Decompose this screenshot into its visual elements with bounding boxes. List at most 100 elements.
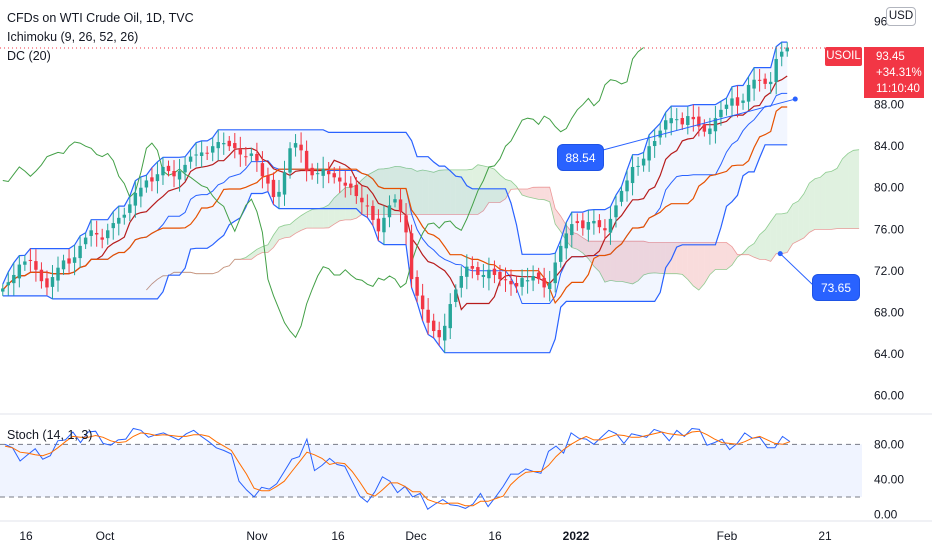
candle-body <box>393 199 397 203</box>
cloud-segment <box>759 229 766 260</box>
candle-body <box>492 268 497 275</box>
price-tick-label: 88.00 <box>874 98 904 112</box>
candle-body <box>376 218 381 232</box>
candle-body <box>663 120 668 130</box>
lagging-span <box>2 47 644 339</box>
currency-button[interactable]: USD <box>886 7 916 26</box>
cloud-segment <box>599 241 605 283</box>
cloud-segment <box>306 209 313 229</box>
candle-body <box>570 224 574 236</box>
candle-body <box>304 150 309 172</box>
cloud-segment <box>301 212 307 231</box>
cloud-segment <box>367 172 373 215</box>
candle-body <box>780 51 784 57</box>
candle-body <box>338 177 342 182</box>
candle-body <box>277 191 281 197</box>
candle-body <box>619 190 624 202</box>
candle-body <box>675 119 679 121</box>
price-callout-lower[interactable]: 73.65 <box>812 274 860 301</box>
candle-body <box>420 295 425 310</box>
cloud-segment <box>853 149 860 229</box>
stoch-tick-label: 0.00 <box>874 507 898 521</box>
candle-body <box>713 118 718 132</box>
candle-body <box>288 148 292 173</box>
candlestick-series <box>1 42 789 353</box>
cloud-segment <box>428 170 434 215</box>
cloud-segment <box>809 178 815 233</box>
candle-body <box>166 165 171 172</box>
candle-body <box>498 271 502 280</box>
candle-body <box>686 116 690 125</box>
candle-body <box>652 141 657 147</box>
candle-body <box>343 182 347 186</box>
candle-body <box>476 267 480 275</box>
cloud-segment <box>825 171 832 230</box>
candle-body <box>238 149 243 155</box>
candle-body <box>487 269 491 279</box>
candle-body <box>724 104 729 109</box>
ichimoku-lines <box>2 47 788 339</box>
cloud-segment <box>582 237 589 259</box>
donchian-upper <box>2 41 788 285</box>
candle-body <box>122 214 127 218</box>
cloud-segment <box>251 249 257 260</box>
price-callout-upper[interactable]: 88.54 <box>557 144 604 171</box>
candle-body <box>382 217 386 233</box>
candle-body <box>658 130 662 138</box>
leading-span-a <box>146 149 860 291</box>
time-tick-label: Oct <box>96 529 115 543</box>
candle-body <box>172 170 176 177</box>
candle-body <box>61 260 66 270</box>
candle-body <box>326 170 331 175</box>
stoch-tick-label: 80.00 <box>874 437 904 451</box>
cloud-segment <box>848 150 854 229</box>
cloud-segment <box>831 168 837 230</box>
cloud-segment <box>682 242 688 280</box>
candle-body <box>161 166 165 176</box>
candle-body <box>249 153 254 156</box>
ichimoku-legend[interactable]: Ichimoku (9, 26, 52, 26) <box>7 30 139 44</box>
cloud-segment <box>610 241 616 282</box>
candle-body <box>150 177 154 182</box>
time-tick-label: 16 <box>331 529 345 543</box>
cloud-segment <box>378 168 384 215</box>
candle-body <box>266 175 270 184</box>
cloud-segment <box>511 181 517 190</box>
candle-body <box>23 261 27 265</box>
candle-body <box>757 79 762 81</box>
time-tick-label: Dec <box>405 529 426 543</box>
candle-body <box>702 124 707 132</box>
cloud-segment <box>417 170 423 215</box>
candle-body <box>332 173 336 178</box>
candle-body <box>349 183 353 188</box>
candle-body <box>72 257 77 263</box>
cloud-segment <box>450 169 456 215</box>
candle-body <box>608 218 613 233</box>
stoch-k-line <box>4 427 791 510</box>
stochastic-panel <box>0 427 862 510</box>
cloud-segment <box>798 193 804 241</box>
candle-body <box>409 233 414 280</box>
candle-body <box>199 152 204 156</box>
cloud-segment <box>273 227 279 248</box>
stoch-legend[interactable]: Stoch (14, 1, 3) <box>7 428 93 442</box>
cloud-segment <box>328 197 335 228</box>
cloud-segment <box>488 167 495 203</box>
candle-body <box>50 277 55 287</box>
candle-body <box>459 276 464 288</box>
cloud-segment <box>748 243 755 258</box>
donchian-legend[interactable]: DC (20) <box>7 49 51 63</box>
cloud-segment <box>383 167 390 215</box>
candle-body <box>371 205 375 220</box>
candle-body <box>255 153 259 161</box>
candle-body <box>586 222 591 230</box>
candle-body <box>415 276 419 296</box>
symbol-tag: USOIL <box>825 47 862 66</box>
candle-body <box>216 142 220 149</box>
cloud-segment <box>527 187 534 199</box>
candle-body <box>553 262 557 284</box>
candle-body <box>155 174 160 182</box>
cloud-segment <box>627 241 633 284</box>
last-price-label: 93.45 +34.31% 11:10:40 <box>864 47 924 98</box>
